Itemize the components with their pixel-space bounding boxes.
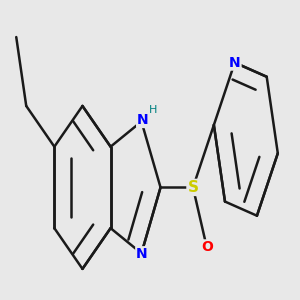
Text: O: O <box>201 240 213 254</box>
Text: H: H <box>149 105 158 115</box>
Text: S: S <box>188 180 199 195</box>
Text: N: N <box>229 56 241 70</box>
Text: N: N <box>137 113 149 127</box>
Text: N: N <box>136 247 148 261</box>
